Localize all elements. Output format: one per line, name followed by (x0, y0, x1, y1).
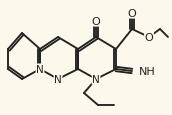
Text: N: N (36, 64, 44, 74)
Text: O: O (92, 17, 100, 27)
Text: O: O (145, 33, 153, 43)
Text: N: N (54, 74, 62, 84)
Text: O: O (128, 9, 136, 19)
Text: NH: NH (139, 66, 156, 76)
Text: N: N (92, 74, 100, 84)
